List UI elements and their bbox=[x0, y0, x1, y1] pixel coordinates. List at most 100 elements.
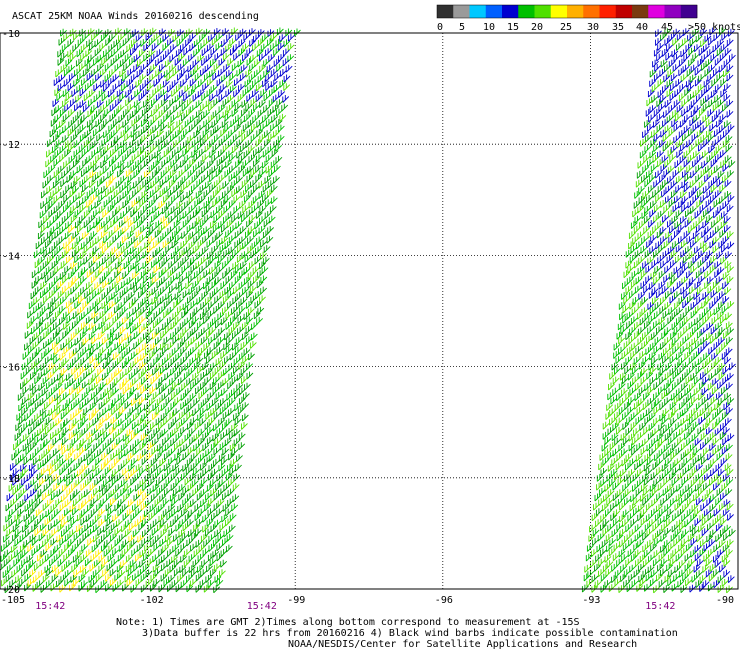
wind-barb bbox=[622, 509, 630, 518]
wind-barb bbox=[247, 307, 255, 316]
wind-barb bbox=[104, 458, 112, 466]
wind-barb bbox=[88, 332, 96, 341]
wind-barb bbox=[88, 98, 95, 107]
wind-barb bbox=[671, 276, 678, 285]
wind-barb bbox=[237, 406, 245, 415]
wind-barb bbox=[662, 488, 670, 496]
wind-barb bbox=[708, 406, 716, 415]
wind-barb bbox=[210, 524, 218, 533]
wind-barb bbox=[715, 145, 723, 154]
wind-barb bbox=[216, 508, 224, 517]
wind-barb bbox=[83, 326, 91, 335]
wind-barb bbox=[188, 241, 196, 250]
wind-barb bbox=[252, 195, 260, 204]
wind-barb bbox=[250, 250, 258, 259]
wind-barb bbox=[106, 357, 114, 365]
wind-barb bbox=[688, 190, 696, 199]
wind-barb bbox=[248, 154, 256, 163]
wind-barb bbox=[104, 63, 112, 72]
wind-barb bbox=[139, 316, 146, 325]
wind-barb bbox=[627, 265, 635, 274]
wind-barb bbox=[640, 245, 648, 254]
wind-barb bbox=[68, 225, 76, 233]
wind-barb bbox=[181, 336, 189, 345]
wind-barb bbox=[210, 128, 218, 137]
wind-barb bbox=[260, 43, 268, 52]
wind-barb bbox=[115, 98, 123, 107]
wind-barb bbox=[95, 73, 103, 82]
wind-barb bbox=[145, 33, 153, 41]
wind-barb bbox=[185, 38, 193, 47]
wind-barb bbox=[204, 73, 211, 82]
wind-barb bbox=[691, 396, 698, 405]
wind-barb bbox=[726, 38, 734, 47]
wind-barb bbox=[70, 261, 78, 270]
wind-barb bbox=[60, 260, 68, 269]
wind-barb bbox=[102, 165, 110, 174]
wind-barb bbox=[190, 69, 198, 78]
wind-barb bbox=[656, 492, 664, 501]
wind-barb bbox=[230, 119, 238, 128]
wind-barb bbox=[64, 543, 72, 552]
wind-barb bbox=[35, 276, 43, 284]
colorbar-segment bbox=[632, 5, 649, 18]
wind-barb bbox=[171, 382, 179, 390]
wind-barb bbox=[112, 361, 120, 369]
wind-barb bbox=[180, 194, 188, 203]
wind-barb bbox=[95, 189, 103, 198]
wind-barb bbox=[122, 200, 130, 209]
wind-barb bbox=[259, 261, 266, 270]
wind-barb bbox=[193, 307, 201, 316]
wind-barb bbox=[110, 185, 117, 194]
wind-barb bbox=[169, 179, 176, 188]
wind-barb bbox=[614, 472, 621, 481]
wind-barb bbox=[160, 342, 167, 351]
wind-barb bbox=[79, 88, 87, 97]
wind-barb bbox=[189, 78, 197, 87]
wind-barb bbox=[652, 462, 660, 471]
wind-barb bbox=[717, 575, 725, 584]
wind-barb bbox=[709, 123, 717, 132]
wind-barb bbox=[72, 320, 79, 329]
wind-barb bbox=[124, 401, 132, 410]
colorbar-segment bbox=[550, 5, 568, 18]
wind-barb bbox=[651, 84, 659, 93]
wind-barb bbox=[75, 220, 82, 229]
wind-barb bbox=[218, 327, 226, 336]
wind-barb bbox=[67, 539, 75, 548]
wind-barb bbox=[172, 68, 180, 77]
wind-barb bbox=[247, 236, 254, 245]
wind-barb bbox=[231, 448, 239, 456]
wind-barb bbox=[68, 458, 76, 466]
colorbar-segment bbox=[453, 5, 470, 18]
wind-barb bbox=[77, 351, 85, 360]
wind-barb bbox=[153, 346, 161, 355]
wind-barb bbox=[77, 469, 84, 477]
wind-barb bbox=[95, 154, 103, 163]
wind-barb bbox=[80, 53, 88, 62]
wind-barb bbox=[283, 74, 291, 83]
wind-barb bbox=[216, 158, 224, 167]
wind-barb bbox=[693, 150, 700, 159]
wind-barb bbox=[262, 79, 269, 88]
wind-barb bbox=[253, 34, 260, 43]
wind-barb bbox=[34, 286, 42, 295]
wind-barb bbox=[667, 437, 675, 446]
wind-barb bbox=[189, 579, 197, 587]
wind-barb bbox=[727, 575, 735, 584]
wind-barb bbox=[270, 196, 278, 205]
wind-barb bbox=[161, 206, 169, 215]
wind-barb bbox=[138, 210, 145, 219]
wind-barb bbox=[656, 467, 664, 476]
wind-barb bbox=[127, 68, 135, 77]
wind-barb bbox=[633, 428, 640, 437]
wind-barb bbox=[615, 462, 623, 471]
wind-barb bbox=[723, 569, 731, 578]
wind-barb bbox=[151, 260, 158, 269]
wind-barb bbox=[147, 139, 154, 148]
wind-barb bbox=[167, 190, 175, 198]
colorbar-frame bbox=[436, 4, 698, 19]
wind-barb bbox=[88, 260, 96, 269]
wind-barb bbox=[265, 154, 273, 163]
wind-barb bbox=[127, 113, 135, 122]
